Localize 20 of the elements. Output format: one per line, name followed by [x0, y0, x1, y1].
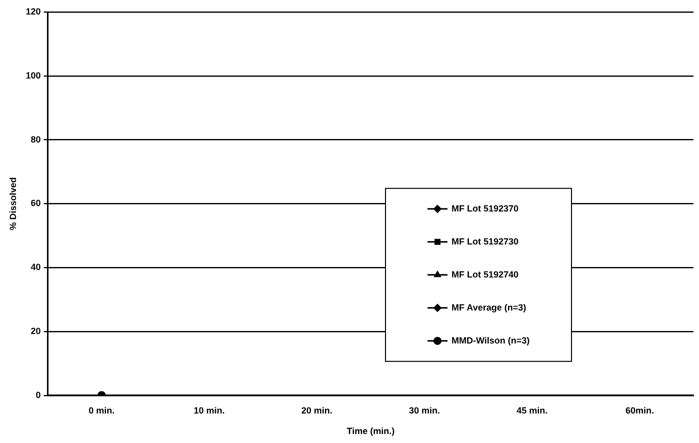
x-tick-label: 45 min.	[516, 405, 548, 416]
legend-label: MF Average (n=3)	[452, 302, 526, 312]
x-tick-label: 60min.	[625, 405, 654, 416]
y-tick-label: 40	[30, 262, 41, 272]
y-tick-label: 80	[30, 134, 41, 144]
y-axis-title: % Dissolved	[8, 177, 18, 230]
x-axis-title: Time (min.)	[346, 426, 395, 436]
x-tick-label: 10 min.	[194, 405, 225, 416]
y-tick-label: 0	[36, 390, 41, 400]
y-tick-label: 60	[30, 198, 41, 208]
legend-label: MF Lot 5192730	[452, 236, 519, 246]
legend-label: MMD-Wilson (n=3)	[452, 335, 530, 346]
x-tick-label: 0 min.	[88, 405, 115, 416]
x-tick-label: 20 min.	[301, 405, 332, 416]
y-tick-label: 120	[26, 6, 41, 16]
y-tick-label: 100	[26, 70, 41, 80]
x-tick-label: 30 min.	[408, 405, 440, 416]
y-tick-label: 20	[30, 326, 41, 336]
legend-label: MF Lot 5192740	[452, 269, 519, 280]
legend-label: MF Lot 5192370	[452, 203, 519, 214]
